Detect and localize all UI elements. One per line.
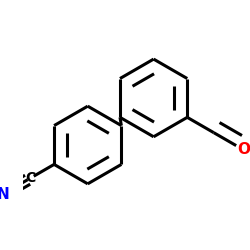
Text: O: O: [237, 142, 250, 157]
Text: C: C: [25, 171, 35, 185]
Text: N: N: [0, 186, 9, 202]
